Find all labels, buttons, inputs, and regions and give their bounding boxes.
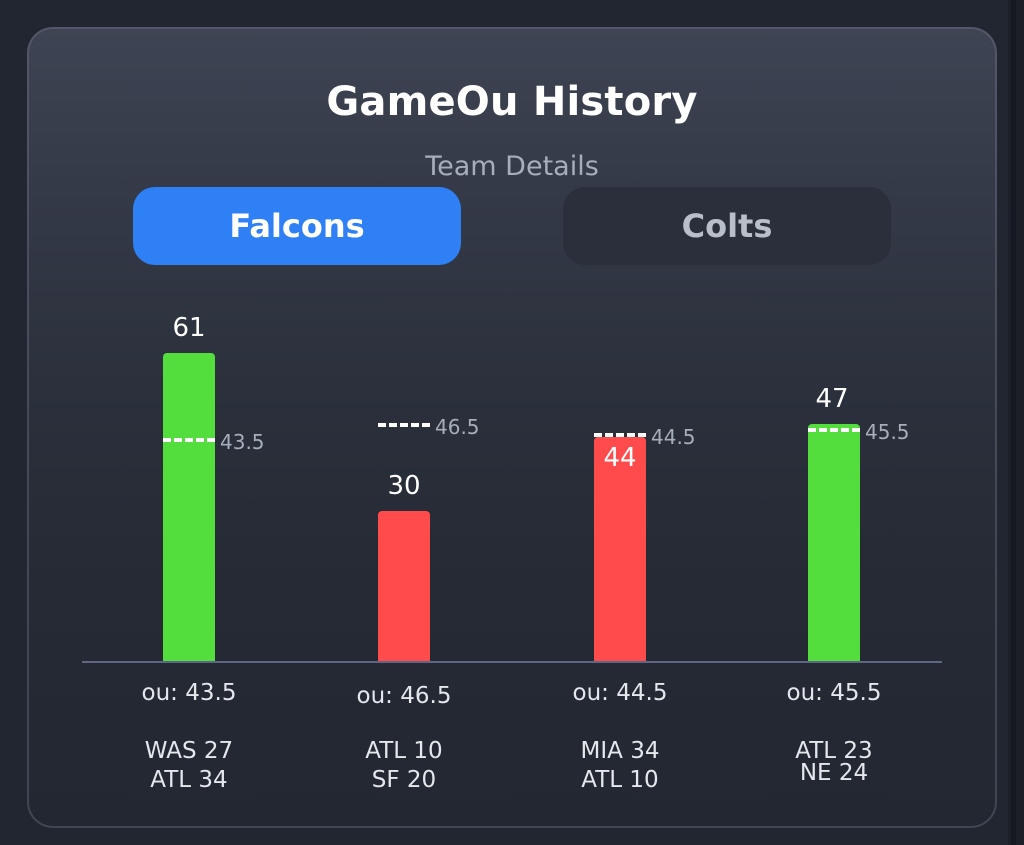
ou-marker bbox=[594, 433, 646, 437]
score-line-2: NE 24 bbox=[799, 760, 869, 786]
ou-text: ou: 45.5 bbox=[786, 680, 882, 706]
score-line-1: ATL 23 bbox=[795, 738, 873, 764]
game-score: ATL 10 SF 20 bbox=[314, 737, 494, 795]
game-score: MIA 34 ATL 10 bbox=[530, 737, 710, 795]
tab-falcons[interactable]: Falcons bbox=[133, 187, 461, 265]
score-line-1: ATL 10 bbox=[365, 738, 443, 764]
bar-value: 61 bbox=[172, 313, 206, 343]
score-line-2: SF 20 bbox=[371, 767, 437, 793]
ou-marker bbox=[378, 423, 430, 427]
ou-text: ou: 44.5 bbox=[572, 680, 668, 706]
bar-value: 44 bbox=[603, 443, 637, 473]
game-score: ATL 23 NE 24 bbox=[744, 738, 924, 786]
ou-marker-label: 45.5 bbox=[865, 420, 910, 444]
bar-game-1[interactable] bbox=[163, 353, 215, 662]
ou-text: ou: 43.5 bbox=[141, 680, 237, 706]
bar-game-2[interactable] bbox=[378, 511, 430, 662]
score-line-2: ATL 10 bbox=[581, 767, 659, 793]
ou-marker-label: 46.5 bbox=[435, 415, 480, 439]
bar-game-4[interactable] bbox=[808, 424, 860, 662]
page-title: GameOu History bbox=[326, 79, 698, 125]
page-subtitle: Team Details bbox=[425, 151, 599, 182]
bar-game-3[interactable] bbox=[594, 437, 646, 662]
ou-text: ou: 46.5 bbox=[356, 683, 452, 709]
bar-value: 30 bbox=[387, 471, 421, 501]
score-line-1: MIA 34 bbox=[580, 738, 660, 764]
game-score: WAS 27 ATL 34 bbox=[99, 737, 279, 795]
ou-marker-label: 44.5 bbox=[651, 425, 696, 449]
ou-marker bbox=[808, 428, 860, 432]
score-line-1: WAS 27 bbox=[144, 738, 234, 764]
ou-marker bbox=[163, 438, 215, 442]
tab-colts[interactable]: Colts bbox=[563, 187, 891, 265]
x-axis-baseline bbox=[82, 661, 942, 663]
ou-marker-label: 43.5 bbox=[220, 430, 265, 454]
ou-history-card: GameOu History Team Details Falcons Colt… bbox=[27, 27, 997, 828]
ou-bar-chart: 61 43.5 ou: 43.5 WAS 27 ATL 34 30 46.5 o… bbox=[27, 27, 997, 828]
bar-value: 47 bbox=[815, 384, 849, 414]
window-edge-dark bbox=[1011, 0, 1016, 845]
score-line-2: ATL 34 bbox=[150, 767, 228, 793]
